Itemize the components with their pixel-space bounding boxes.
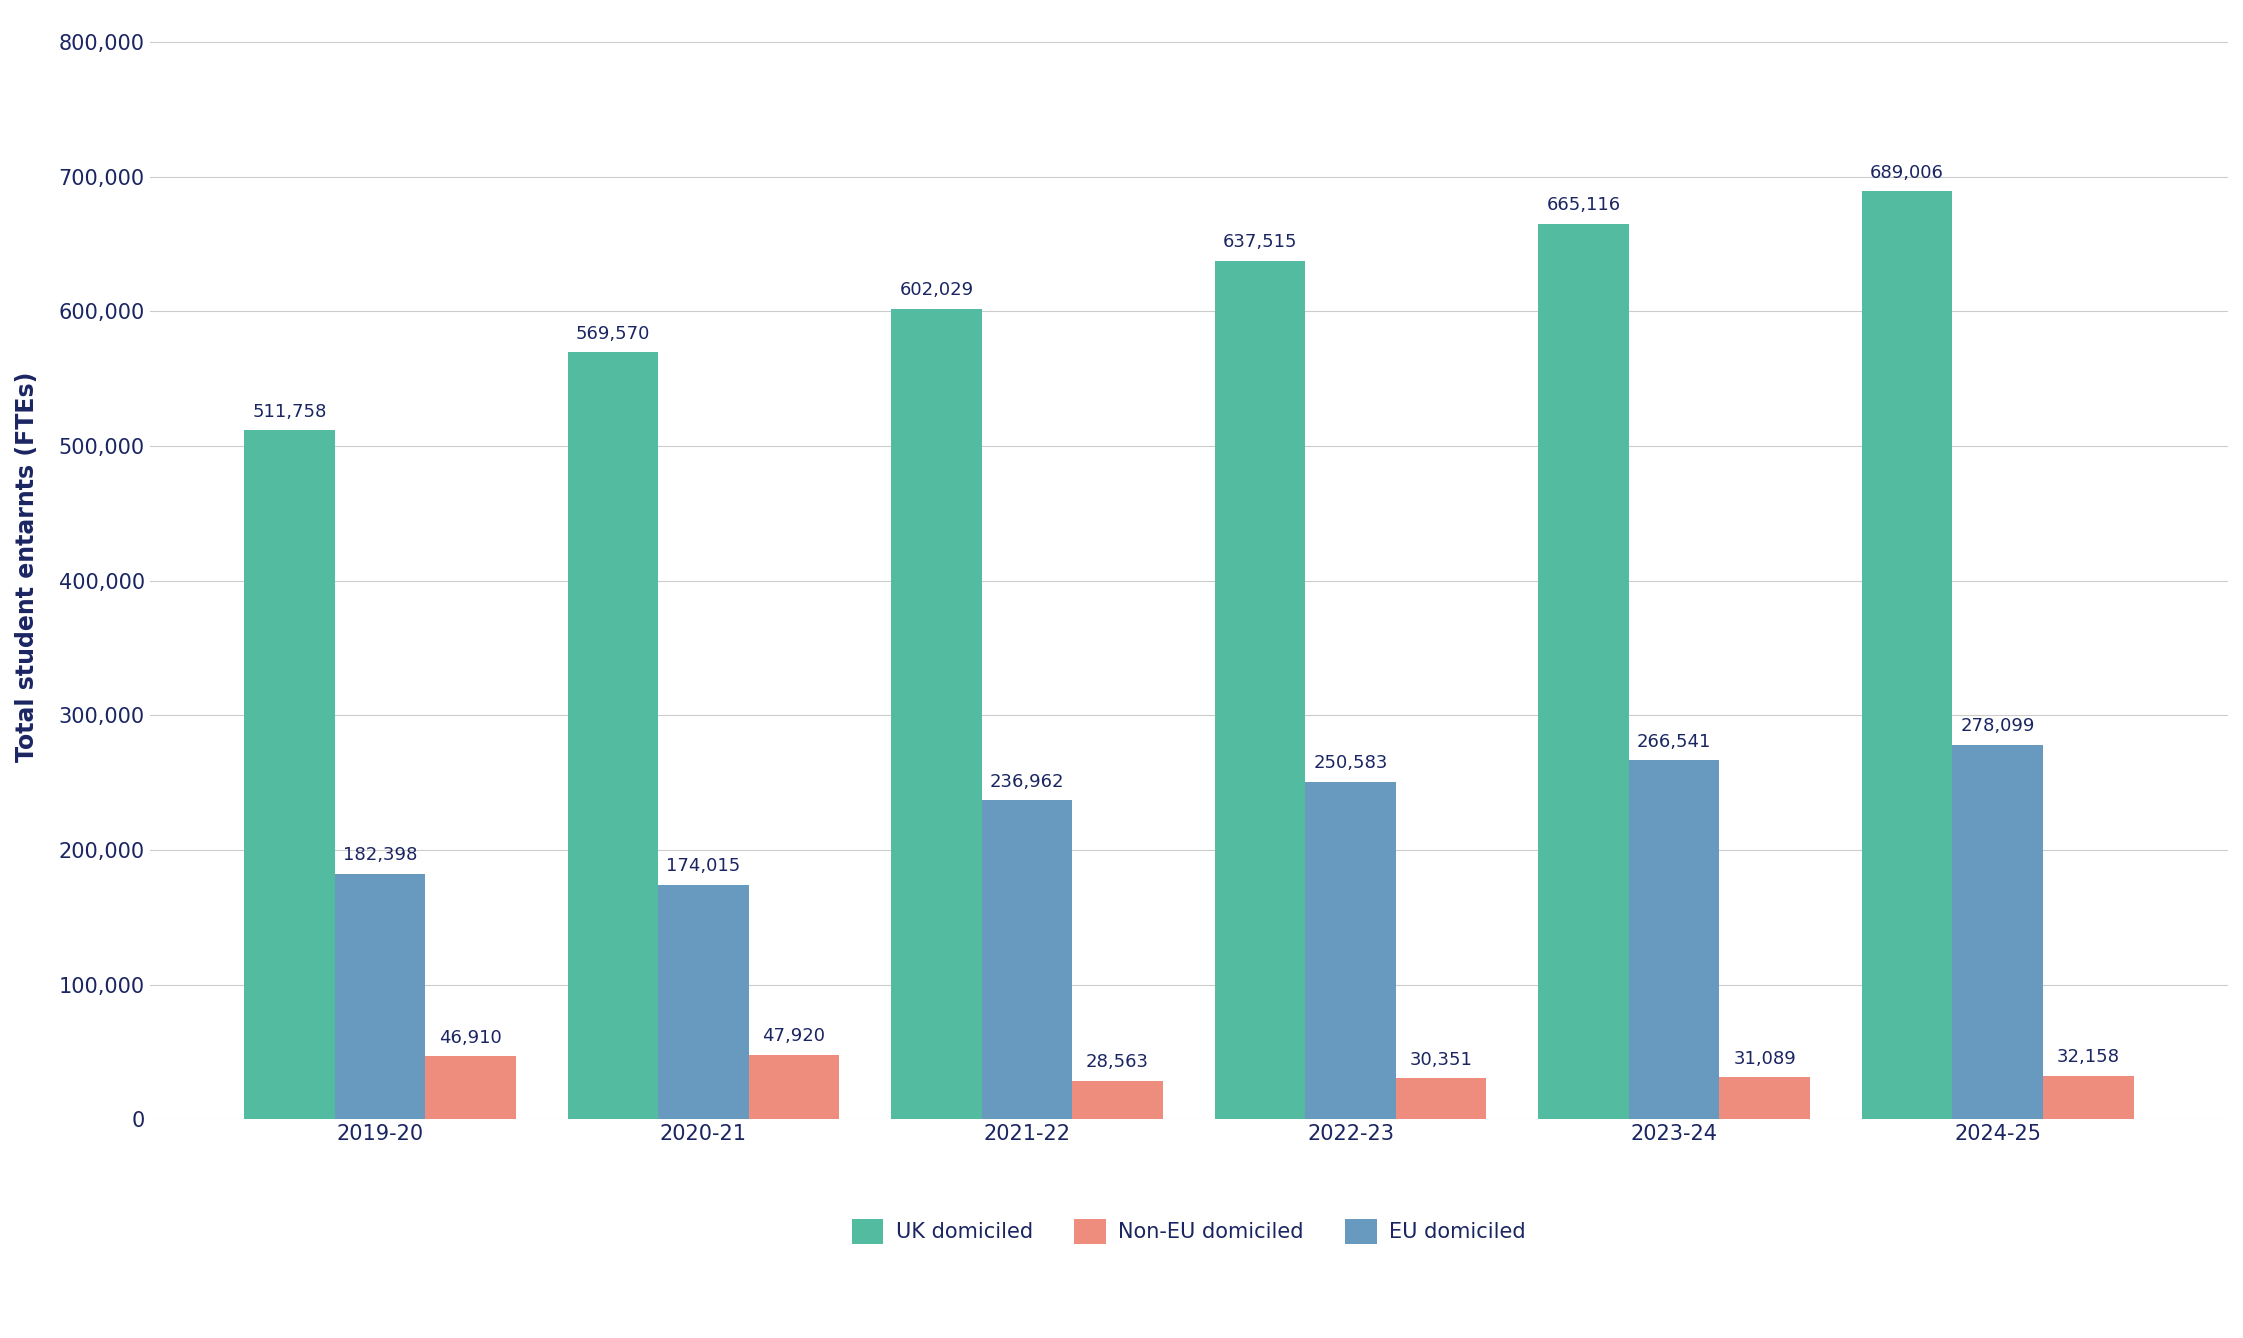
Bar bbox=[657, 884, 749, 1119]
Text: 250,583: 250,583 bbox=[1314, 755, 1388, 772]
Bar bbox=[1216, 261, 1305, 1119]
Bar bbox=[334, 874, 426, 1119]
Bar bbox=[1539, 223, 1628, 1119]
Bar bbox=[244, 429, 334, 1119]
Bar bbox=[1951, 745, 2043, 1119]
Bar bbox=[982, 800, 1072, 1119]
Bar bbox=[1072, 1081, 1162, 1119]
Text: 511,758: 511,758 bbox=[251, 403, 327, 420]
Bar bbox=[2043, 1076, 2133, 1119]
Bar bbox=[426, 1056, 516, 1119]
Text: 665,116: 665,116 bbox=[1545, 197, 1619, 214]
Bar bbox=[890, 309, 982, 1119]
Bar bbox=[567, 352, 657, 1119]
Bar bbox=[1862, 191, 1951, 1119]
Text: 46,910: 46,910 bbox=[440, 1029, 502, 1046]
Y-axis label: Total student entarnts (FTEs): Total student entarnts (FTEs) bbox=[16, 372, 38, 763]
Bar bbox=[1628, 760, 1720, 1119]
Text: 47,920: 47,920 bbox=[763, 1028, 825, 1045]
Text: 31,089: 31,089 bbox=[1734, 1050, 1797, 1068]
Text: 637,515: 637,515 bbox=[1222, 233, 1296, 252]
Text: 266,541: 266,541 bbox=[1637, 733, 1711, 751]
Text: 278,099: 278,099 bbox=[1960, 717, 2034, 736]
Text: 174,015: 174,015 bbox=[666, 858, 740, 875]
Text: 28,563: 28,563 bbox=[1086, 1053, 1148, 1072]
Bar bbox=[749, 1054, 839, 1119]
Text: 689,006: 689,006 bbox=[1871, 165, 1945, 182]
Text: 30,351: 30,351 bbox=[1409, 1050, 1474, 1069]
Text: 32,158: 32,158 bbox=[2057, 1049, 2120, 1066]
Legend: UK domiciled, Non-EU domiciled, EU domiciled: UK domiciled, Non-EU domiciled, EU domic… bbox=[843, 1211, 1534, 1252]
Text: 602,029: 602,029 bbox=[899, 281, 973, 300]
Bar bbox=[1395, 1078, 1487, 1119]
Text: 569,570: 569,570 bbox=[576, 325, 650, 343]
Bar bbox=[1720, 1077, 1810, 1119]
Text: 182,398: 182,398 bbox=[343, 846, 417, 864]
Text: 236,962: 236,962 bbox=[989, 772, 1063, 791]
Bar bbox=[1305, 781, 1395, 1119]
